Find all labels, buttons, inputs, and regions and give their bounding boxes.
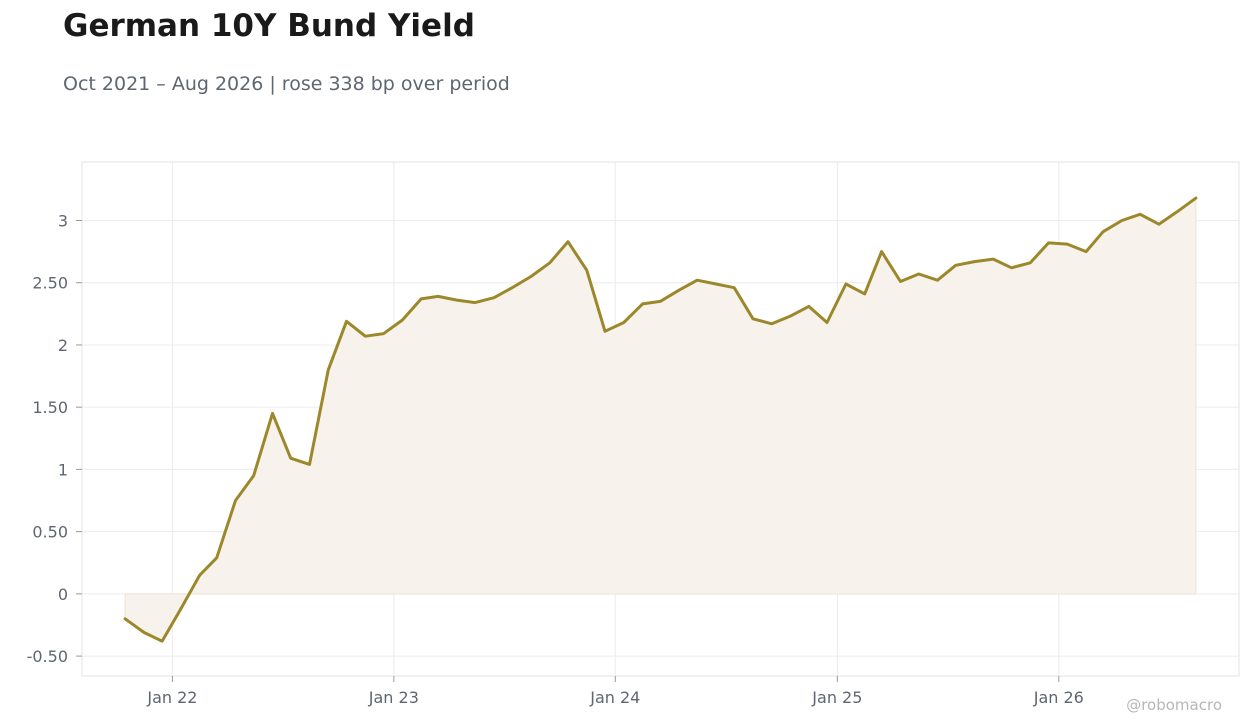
data-point bbox=[733, 286, 736, 289]
data-point bbox=[567, 240, 570, 243]
data-point bbox=[437, 295, 440, 298]
chart-title: German 10Y Bund Yield bbox=[63, 8, 475, 44]
data-point bbox=[511, 286, 514, 289]
data-point bbox=[1157, 223, 1160, 226]
data-point bbox=[142, 631, 145, 634]
data-point bbox=[826, 321, 829, 324]
x-tick-label: Jan 24 bbox=[589, 688, 640, 707]
data-point bbox=[807, 305, 810, 308]
data-point bbox=[1176, 210, 1179, 213]
y-tick-label: 2.50 bbox=[32, 274, 68, 293]
data-point bbox=[1194, 197, 1197, 200]
data-point bbox=[678, 289, 681, 292]
data-point bbox=[234, 499, 237, 502]
data-point bbox=[493, 296, 496, 299]
x-axis-ticks: Jan 22 Jan 23 Jan 24 Jan 25 Jan 26 bbox=[146, 676, 1084, 707]
data-point bbox=[308, 463, 311, 466]
data-point bbox=[1102, 230, 1105, 233]
data-point bbox=[696, 279, 699, 282]
data-point bbox=[271, 412, 274, 415]
watermark: @robomacro bbox=[1126, 696, 1222, 714]
data-point bbox=[474, 301, 477, 304]
y-tick-label: 3 bbox=[58, 211, 68, 230]
yield-line bbox=[123, 196, 1198, 643]
data-point bbox=[1120, 219, 1123, 222]
data-point bbox=[917, 273, 920, 276]
y-tick-label: 1 bbox=[58, 460, 68, 479]
data-point bbox=[992, 258, 995, 261]
data-point bbox=[641, 302, 644, 305]
y-tick-label: 1.50 bbox=[32, 398, 68, 417]
y-tick-label: 2 bbox=[58, 336, 68, 355]
data-point bbox=[752, 317, 755, 320]
data-point bbox=[345, 320, 348, 323]
data-point bbox=[252, 474, 255, 477]
data-point bbox=[585, 269, 588, 272]
x-tick-label: Jan 26 bbox=[1033, 688, 1084, 707]
data-point bbox=[215, 556, 218, 559]
data-point bbox=[770, 322, 773, 325]
data-point bbox=[364, 335, 367, 338]
data-point bbox=[198, 574, 201, 577]
data-point bbox=[659, 300, 662, 303]
data-point bbox=[1139, 213, 1142, 216]
chart-subtitle: Oct 2021 – Aug 2026 | rose 338 bp over p… bbox=[63, 73, 510, 95]
data-point bbox=[382, 332, 385, 335]
data-point bbox=[1029, 261, 1032, 264]
y-tick-label: -0.50 bbox=[27, 647, 68, 666]
y-tick-label: 0.50 bbox=[32, 523, 68, 542]
data-point bbox=[899, 280, 902, 283]
data-point bbox=[973, 260, 976, 263]
data-point bbox=[1010, 266, 1013, 269]
plot-frame bbox=[81, 161, 1240, 677]
data-point bbox=[604, 330, 607, 333]
data-point bbox=[124, 617, 127, 620]
x-tick-label: Jan 25 bbox=[811, 688, 862, 707]
data-point bbox=[327, 368, 330, 371]
data-point bbox=[789, 315, 792, 318]
x-tick-label: Jan 23 bbox=[368, 688, 419, 707]
data-point bbox=[179, 607, 182, 610]
area-fill bbox=[124, 197, 1197, 642]
data-point bbox=[622, 321, 625, 324]
data-point bbox=[715, 283, 718, 286]
y-axis-ticks: 3 2.50 2 1.50 1 0.50 0 -0.50 bbox=[27, 211, 82, 666]
y-tick-label: 0 bbox=[58, 585, 68, 604]
data-point bbox=[548, 261, 551, 264]
data-point bbox=[863, 292, 866, 295]
data-point bbox=[455, 299, 458, 302]
data-point bbox=[401, 319, 404, 322]
data-point bbox=[880, 250, 883, 253]
data-point bbox=[530, 275, 533, 278]
data-point bbox=[161, 640, 164, 643]
data-point bbox=[1085, 250, 1088, 253]
data-point bbox=[420, 297, 423, 300]
data-point bbox=[936, 279, 939, 282]
data-point bbox=[844, 283, 847, 286]
data-point bbox=[289, 457, 292, 460]
data-point bbox=[1047, 241, 1050, 244]
data-point bbox=[1066, 243, 1069, 246]
x-tick-label: Jan 22 bbox=[146, 688, 197, 707]
data-point bbox=[954, 264, 957, 267]
